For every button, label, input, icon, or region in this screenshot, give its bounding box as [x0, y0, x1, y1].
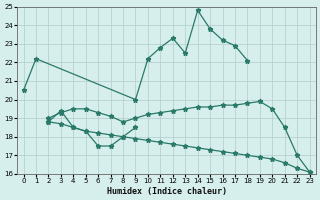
X-axis label: Humidex (Indice chaleur): Humidex (Indice chaleur): [107, 187, 227, 196]
